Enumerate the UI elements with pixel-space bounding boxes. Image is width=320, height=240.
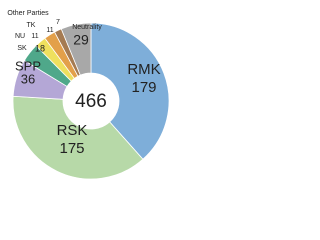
segment-name: RMK: [127, 61, 160, 78]
donut-hole: [63, 73, 119, 129]
segment-value: 179: [131, 79, 156, 96]
segment-value: 11: [31, 33, 38, 40]
segment-value: 29: [73, 32, 89, 48]
segment-name: Neutrality: [72, 24, 102, 31]
segment-value: 7: [56, 19, 60, 26]
segment-name: RSK: [57, 122, 88, 139]
segment-value: 175: [59, 140, 84, 157]
segment-name: Other Parties: [7, 10, 49, 17]
total-label: 466: [75, 91, 107, 112]
segment-name: SK: [17, 45, 27, 52]
segment-value: 36: [21, 71, 35, 86]
segment-name: NU: [15, 33, 25, 40]
segment-name: TK: [27, 22, 36, 29]
segment-value: 11: [46, 27, 53, 34]
segment-value: 18: [35, 43, 45, 53]
segment-name: SPP: [15, 58, 41, 73]
